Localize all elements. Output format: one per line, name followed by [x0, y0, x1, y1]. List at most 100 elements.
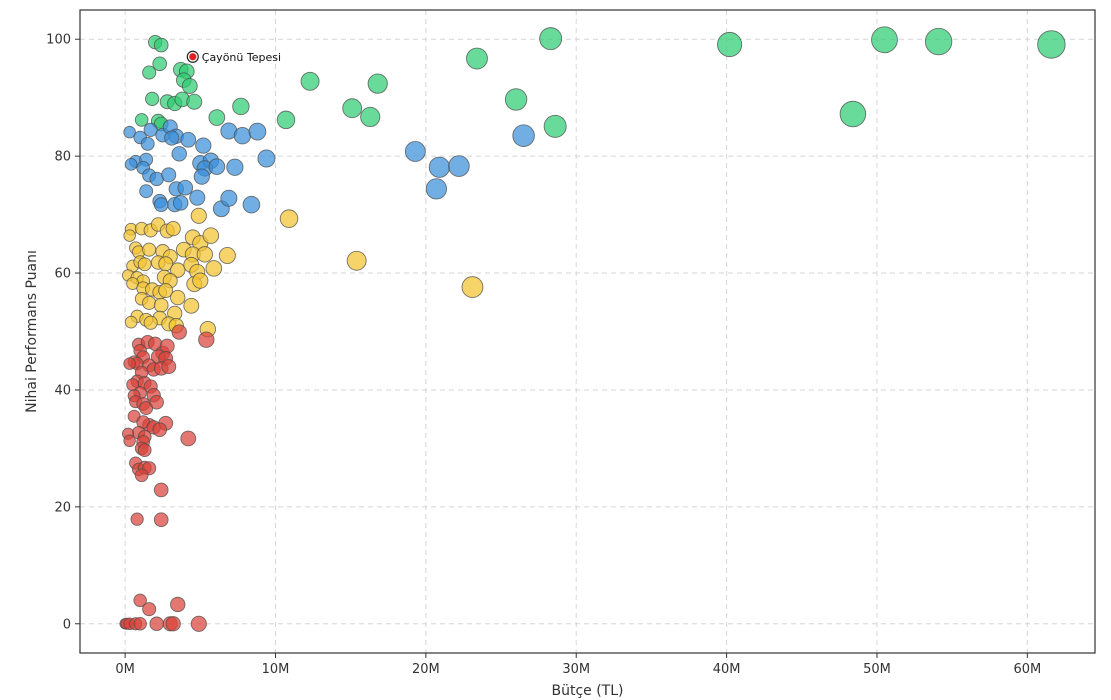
- y-tick-label: 100: [46, 33, 71, 48]
- y-tick-label: 80: [54, 150, 71, 165]
- data-point: [149, 394, 164, 410]
- data-point: [153, 482, 169, 498]
- data-point: [448, 155, 470, 177]
- data-point: [190, 207, 207, 224]
- data-point: [149, 616, 164, 632]
- data-point: [871, 26, 898, 54]
- data-point: [226, 158, 244, 176]
- grid-layer: [80, 10, 1095, 653]
- x-tick-label: 60M: [1013, 662, 1041, 677]
- y-axis-title: Nihai Performans Puanı: [24, 250, 40, 413]
- data-point: [202, 227, 220, 244]
- data-point: [123, 229, 136, 242]
- data-point: [839, 100, 867, 128]
- y-tick-label: 20: [54, 500, 71, 515]
- data-point: [161, 167, 177, 183]
- data-point: [142, 602, 157, 617]
- x-tick-label: 50M: [863, 662, 891, 677]
- data-point: [165, 221, 181, 237]
- data-point: [177, 179, 194, 196]
- data-point: [133, 617, 147, 631]
- x-tick-label: 10M: [262, 662, 290, 677]
- data-point: [539, 27, 563, 51]
- data-point: [152, 56, 168, 72]
- data-point: [143, 122, 158, 137]
- data-point: [170, 289, 186, 306]
- data-point: [242, 195, 261, 214]
- data-point: [134, 468, 149, 483]
- x-tick-label: 40M: [713, 662, 741, 677]
- data-point: [181, 78, 198, 94]
- data-point: [142, 242, 157, 257]
- y-tick-label: 0: [63, 617, 71, 632]
- data-point: [360, 106, 381, 128]
- data-point: [257, 149, 276, 168]
- data-point: [189, 189, 206, 206]
- data-point: [130, 512, 144, 526]
- plot-frame: [79, 9, 1096, 654]
- data-point: [428, 156, 451, 178]
- data-point: [145, 91, 160, 106]
- data-point: [183, 297, 200, 314]
- data-point: [140, 136, 155, 151]
- data-point: [143, 315, 158, 330]
- data-point: [171, 146, 187, 162]
- data-point: [367, 73, 388, 94]
- data-point: [153, 297, 169, 313]
- data-point: [142, 65, 157, 80]
- data-point: [142, 295, 157, 310]
- data-point: [133, 593, 147, 608]
- data-point: [170, 262, 186, 278]
- data-point: [543, 114, 567, 138]
- data-point: [137, 257, 152, 272]
- data-point: [205, 260, 223, 277]
- annotation-layer: Çayönü Tepesi: [186, 50, 281, 64]
- data-point: [504, 88, 528, 111]
- points-layer: [119, 26, 1066, 632]
- data-point: [342, 98, 363, 119]
- data-point: [208, 109, 226, 126]
- y-tick-label: 60: [54, 267, 71, 282]
- data-point: [165, 616, 181, 632]
- data-point: [425, 178, 447, 200]
- data-point: [717, 31, 743, 58]
- data-point: [208, 158, 226, 176]
- data-point: [461, 276, 484, 298]
- data-point: [152, 422, 168, 438]
- y-tick-label: 40: [54, 383, 71, 398]
- x-axis-title: Bütçe (TL): [551, 683, 623, 699]
- data-point: [198, 331, 215, 348]
- data-point: [1037, 30, 1066, 59]
- data-point: [137, 443, 152, 458]
- data-point: [153, 37, 169, 53]
- x-tick-label: 0M: [115, 662, 135, 677]
- data-point: [190, 615, 207, 632]
- data-point: [195, 137, 212, 154]
- data-point: [153, 512, 169, 528]
- data-point: [171, 324, 187, 340]
- annotation-label: Çayönü Tepesi: [202, 51, 281, 64]
- data-point: [346, 250, 367, 271]
- data-point: [123, 125, 136, 139]
- data-point: [123, 357, 136, 370]
- data-point: [180, 430, 197, 447]
- data-point: [512, 124, 535, 147]
- data-point: [300, 71, 320, 91]
- data-point: [124, 315, 138, 329]
- tick-layer: 0M 10M 20M 30M 40M 50M 60M 0 20 40 60 80 100: [46, 33, 1041, 677]
- data-point: [134, 113, 149, 127]
- data-point: [279, 209, 299, 228]
- data-point: [161, 359, 177, 375]
- data-point: [276, 110, 296, 130]
- data-point: [248, 122, 267, 141]
- data-point: [220, 189, 238, 207]
- data-point: [139, 184, 154, 199]
- data-point: [170, 596, 186, 613]
- data-point: [232, 97, 250, 116]
- data-point: [164, 130, 180, 146]
- x-tick-label: 20M: [412, 662, 440, 677]
- data-point: [123, 434, 136, 448]
- data-point: [124, 157, 138, 171]
- data-point: [924, 27, 953, 56]
